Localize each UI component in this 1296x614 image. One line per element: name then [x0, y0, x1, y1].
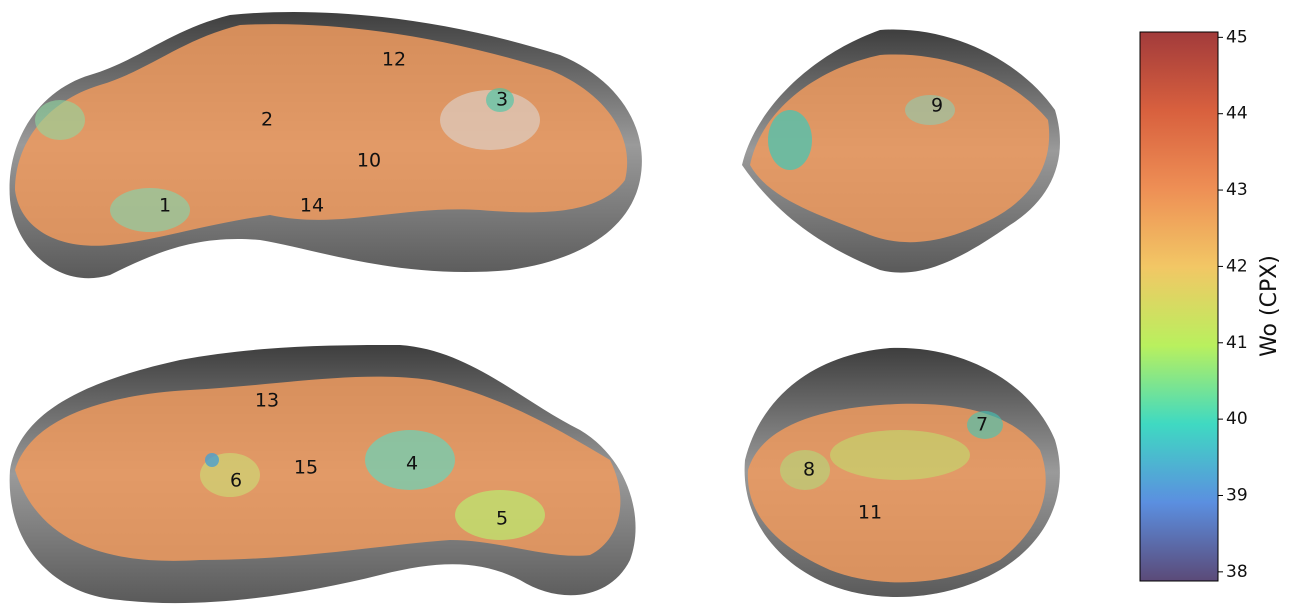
asteroid-view — [9, 345, 636, 604]
tick-label: 43 — [1226, 180, 1248, 200]
region-label: 3 — [496, 89, 508, 111]
asteroid-view — [742, 29, 1060, 273]
colorbar: Wo (CPX) 38 39 40 41 42 43 44 45 — [1139, 27, 1282, 582]
region-label: 1 — [159, 195, 171, 217]
asteroid-view — [9, 11, 642, 279]
colorbar-rect — [1139, 31, 1219, 582]
region-label: 5 — [496, 508, 508, 530]
region-label: 8 — [803, 459, 815, 481]
tick-label: 40 — [1226, 409, 1248, 429]
tick-label: 45 — [1226, 27, 1248, 47]
region-label: 10 — [357, 150, 381, 172]
region-label: 11 — [858, 502, 882, 524]
tick-label: 44 — [1226, 104, 1248, 124]
region-label: 4 — [406, 453, 418, 475]
region-label: 13 — [255, 390, 279, 412]
region-label: 15 — [294, 457, 318, 479]
region-label: 6 — [230, 470, 242, 492]
region-label: 9 — [931, 95, 943, 117]
region-label: 2 — [261, 109, 273, 131]
region-label: 7 — [976, 414, 988, 436]
region-label: 12 — [382, 49, 406, 71]
region-label: 14 — [300, 195, 324, 217]
tick-label: 41 — [1226, 333, 1248, 353]
tick-label: 38 — [1226, 562, 1248, 582]
tick-label: 39 — [1226, 485, 1248, 505]
colorbar-label: Wo (CPX) — [1257, 255, 1282, 357]
asteroid-view — [744, 347, 1060, 597]
tick-label: 42 — [1226, 256, 1248, 276]
